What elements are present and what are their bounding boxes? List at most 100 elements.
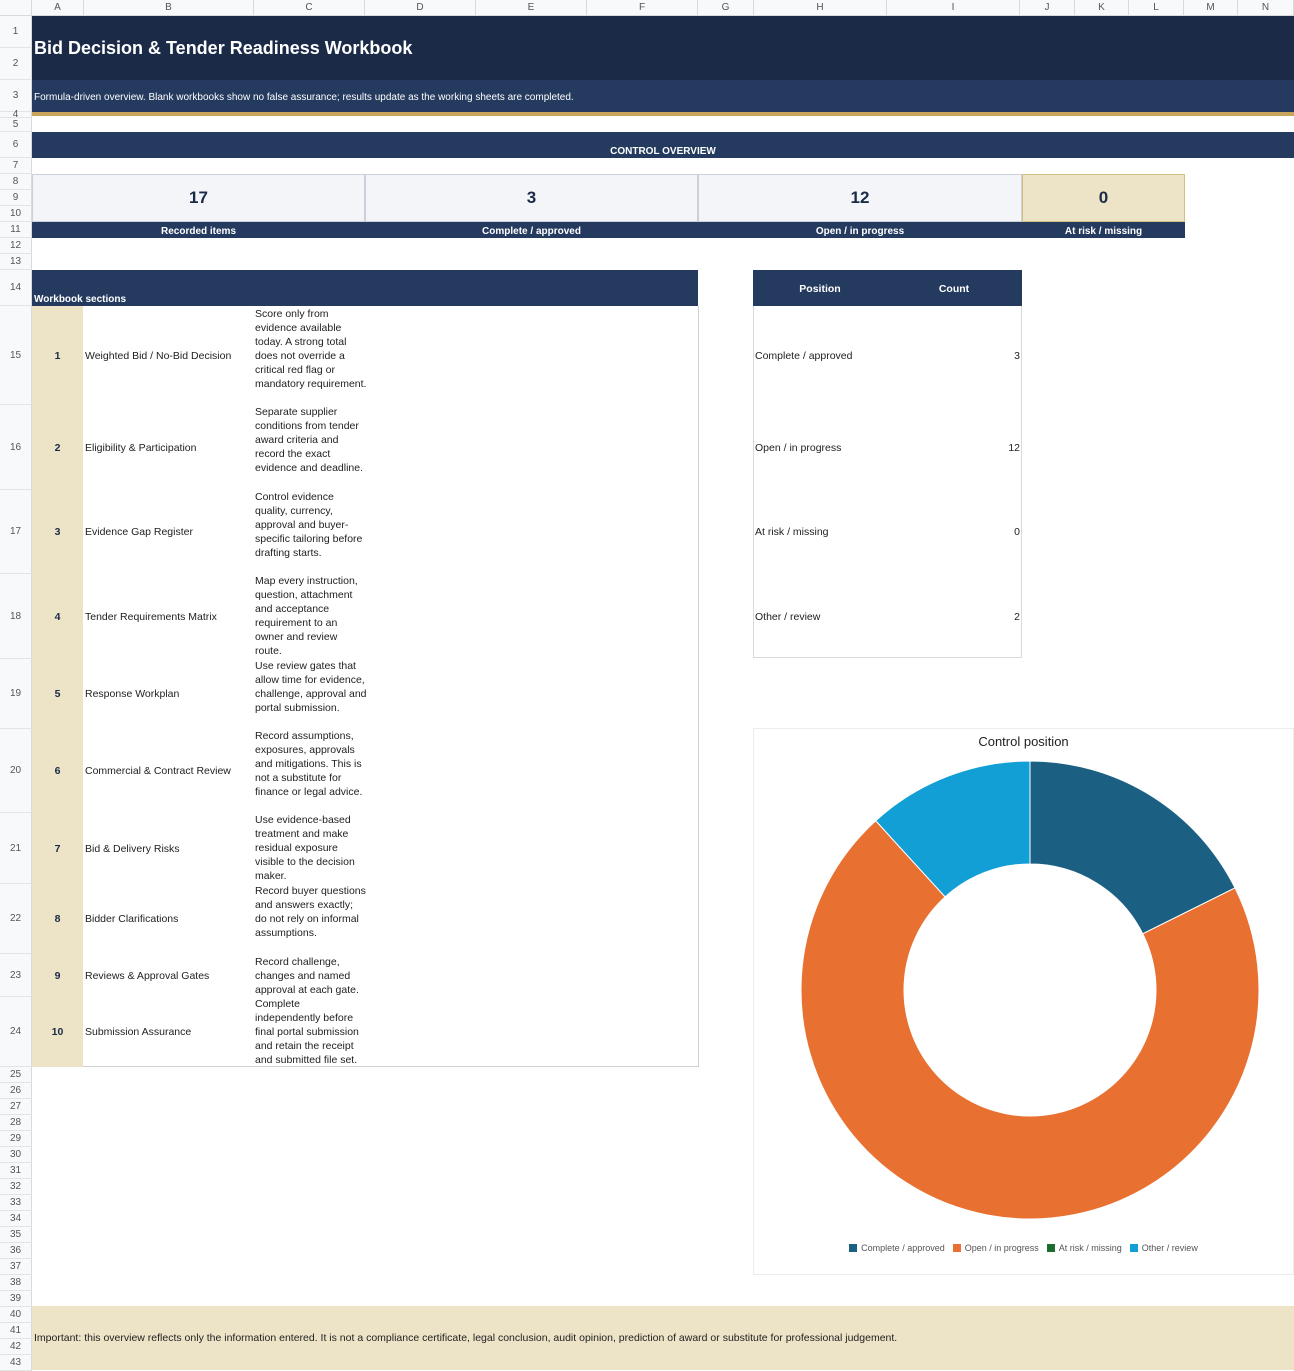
section-row[interactable]: 5 Response Workplan Use review gates tha… xyxy=(32,659,698,729)
row-header-37[interactable]: 37 xyxy=(0,1259,32,1275)
section-row[interactable]: 10 Submission Assurance Complete indepen… xyxy=(32,997,698,1067)
row-header-24[interactable]: 24 xyxy=(0,997,32,1067)
row-header-10[interactable]: 10 xyxy=(0,206,32,222)
legend-label: Complete / approved xyxy=(861,1243,945,1253)
row-header-29[interactable]: 29 xyxy=(0,1131,32,1147)
row-header-39[interactable]: 39 xyxy=(0,1291,32,1307)
row-header-9[interactable]: 9 xyxy=(0,190,32,206)
column-header-J[interactable]: J xyxy=(1020,0,1075,16)
row-header-12[interactable]: 12 xyxy=(0,238,32,254)
section-description: Score only from evidence available today… xyxy=(255,308,367,391)
section-description: Complete independently before final port… xyxy=(255,998,359,1067)
section-number: 6 xyxy=(32,729,83,813)
row-header-8[interactable]: 8 xyxy=(0,174,32,190)
kpi-recorded-value[interactable]: 17 xyxy=(32,174,365,222)
donut-slice-other-review[interactable] xyxy=(875,760,1031,898)
section-number: 9 xyxy=(32,954,83,997)
section-row[interactable]: 6 Commercial & Contract Review Record as… xyxy=(32,729,698,813)
legend-item[interactable]: Complete / approved xyxy=(849,1243,945,1253)
column-header-K[interactable]: K xyxy=(1075,0,1129,16)
legend-swatch xyxy=(1046,1244,1055,1252)
row-header-11[interactable]: 11 xyxy=(0,222,32,238)
row-header-34[interactable]: 34 xyxy=(0,1211,32,1227)
donut-slice-complete-approved[interactable] xyxy=(1029,760,1236,935)
kpi-open-label: Open / in progress xyxy=(698,222,1022,238)
row-header-14[interactable]: 14 xyxy=(0,270,32,306)
section-row[interactable]: 7 Bid & Delivery Risks Use evidence-base… xyxy=(32,813,698,884)
column-header-M[interactable]: M xyxy=(1184,0,1238,16)
row-header-3[interactable]: 3 xyxy=(0,80,32,112)
row-header-4[interactable]: 4 xyxy=(0,109,32,120)
column-header-N[interactable]: N xyxy=(1238,0,1294,16)
row-header-33[interactable]: 33 xyxy=(0,1195,32,1211)
section-row[interactable]: 1 Weighted Bid / No-Bid Decision Score o… xyxy=(32,306,698,405)
column-header-A[interactable]: A xyxy=(32,0,84,16)
legend-item[interactable]: At risk / missing xyxy=(1046,1243,1122,1253)
column-header-G[interactable]: G xyxy=(698,0,754,16)
sections-header-band xyxy=(32,270,698,306)
row-header-13[interactable]: 13 xyxy=(0,254,32,270)
column-header-D[interactable]: D xyxy=(365,0,476,16)
row-header-7[interactable]: 7 xyxy=(0,158,32,174)
row-header-42[interactable]: 42 xyxy=(0,1339,32,1355)
row-header-38[interactable]: 38 xyxy=(0,1275,32,1291)
row-header-30[interactable]: 30 xyxy=(0,1147,32,1163)
section-row[interactable]: 3 Evidence Gap Register Control evidence… xyxy=(32,490,698,574)
row-header-40[interactable]: 40 xyxy=(0,1307,32,1323)
row-header-2[interactable]: 2 xyxy=(0,48,32,80)
row-header-5[interactable]: 5 xyxy=(0,118,32,132)
column-header-C[interactable]: C xyxy=(254,0,365,16)
select-all-corner[interactable] xyxy=(0,0,32,16)
chart-legend: Complete / approved Open / in progress At … xyxy=(753,1243,1294,1253)
column-header-L[interactable]: L xyxy=(1129,0,1184,16)
legend-item[interactable]: Other / review xyxy=(1129,1243,1198,1253)
row-header-6[interactable]: 6 xyxy=(0,132,32,158)
row-header-27[interactable]: 27 xyxy=(0,1099,32,1115)
row-header-32[interactable]: 32 xyxy=(0,1179,32,1195)
section-name: Response Workplan xyxy=(85,688,180,700)
section-number: 4 xyxy=(32,574,83,659)
kpi-open-value[interactable]: 12 xyxy=(698,174,1022,222)
row-header-1[interactable]: 1 xyxy=(0,16,32,48)
legend-label: At risk / missing xyxy=(1058,1243,1122,1253)
row-header-28[interactable]: 28 xyxy=(0,1115,32,1131)
legend-item[interactable]: Open / in progress xyxy=(952,1243,1039,1253)
section-number: 8 xyxy=(32,884,83,954)
kpi-recorded-label: Recorded items xyxy=(32,222,365,238)
row-header-16[interactable]: 16 xyxy=(0,405,32,490)
section-row[interactable]: 4 Tender Requirements Matrix Map every i… xyxy=(32,574,698,659)
row-header-21[interactable]: 21 xyxy=(0,813,32,884)
row-header-15[interactable]: 15 xyxy=(0,306,32,405)
control-overview-band xyxy=(32,132,1294,158)
row-header-20[interactable]: 20 xyxy=(0,729,32,813)
column-header-H[interactable]: H xyxy=(754,0,887,16)
column-header-E[interactable]: E xyxy=(476,0,587,16)
position-name: At risk / missing xyxy=(755,526,829,538)
donut-slice-open-in-progress[interactable] xyxy=(800,820,1260,1220)
section-description: Control evidence quality, currency, appr… xyxy=(255,491,363,560)
kpi-complete-value[interactable]: 3 xyxy=(365,174,698,222)
row-header-31[interactable]: 31 xyxy=(0,1163,32,1179)
row-header-19[interactable]: 19 xyxy=(0,659,32,729)
column-header-B[interactable]: B xyxy=(84,0,254,16)
section-row[interactable]: 8 Bidder Clarifications Record buyer que… xyxy=(32,884,698,954)
section-row[interactable]: 9 Reviews & Approval Gates Record challe… xyxy=(32,954,698,997)
row-header-18[interactable]: 18 xyxy=(0,574,32,659)
row-header-43[interactable]: 43 xyxy=(0,1355,32,1371)
row-header-22[interactable]: 22 xyxy=(0,884,32,954)
row-header-23[interactable]: 23 xyxy=(0,954,32,997)
section-description: Use evidence-based treatment and make re… xyxy=(255,814,355,883)
row-header-35[interactable]: 35 xyxy=(0,1227,32,1243)
row-header-17[interactable]: 17 xyxy=(0,490,32,574)
row-header-41[interactable]: 41 xyxy=(0,1323,32,1339)
position-header: Position xyxy=(799,283,841,295)
section-name: Tender Requirements Matrix xyxy=(85,610,217,623)
row-header-25[interactable]: 25 xyxy=(0,1067,32,1083)
column-header-F[interactable]: F xyxy=(587,0,698,16)
donut-chart[interactable] xyxy=(753,728,1294,1238)
section-row[interactable]: 2 Eligibility & Participation Separate s… xyxy=(32,405,698,490)
row-header-26[interactable]: 26 xyxy=(0,1083,32,1099)
column-header-I[interactable]: I xyxy=(887,0,1020,16)
kpi-risk-value[interactable]: 0 xyxy=(1022,174,1185,222)
row-header-36[interactable]: 36 xyxy=(0,1243,32,1259)
